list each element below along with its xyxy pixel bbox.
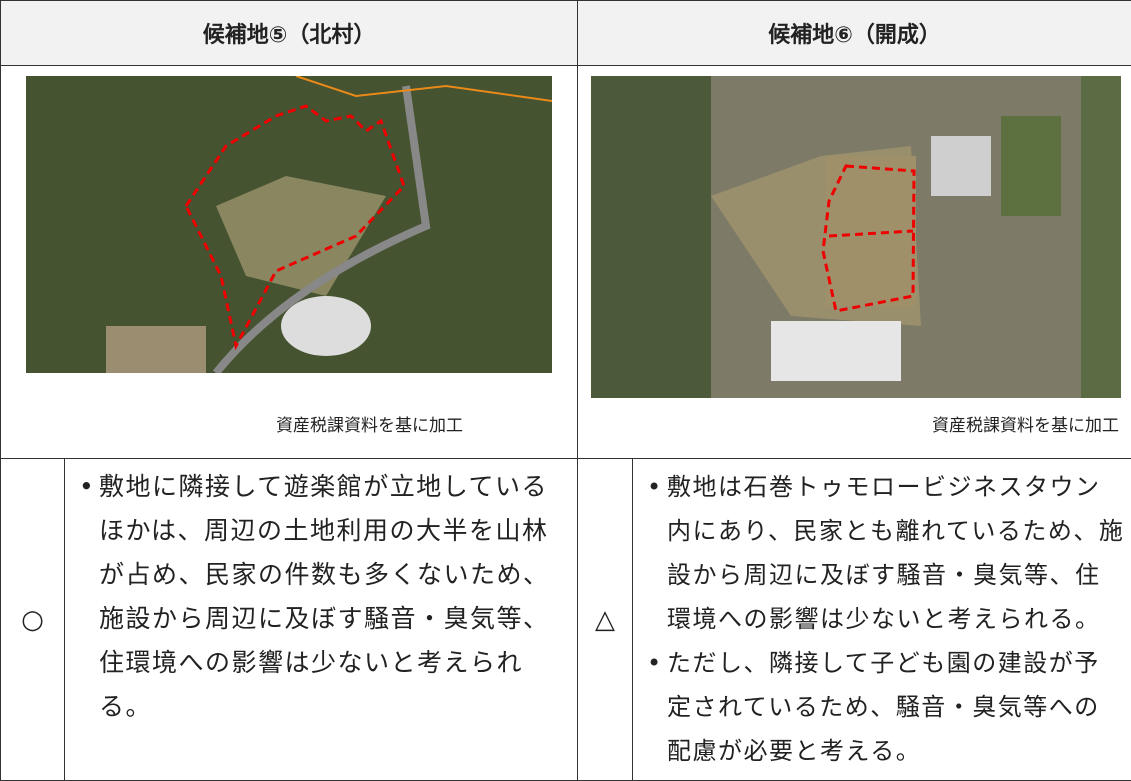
aerial-photo [26, 76, 552, 373]
aerial-photo [591, 76, 1122, 398]
bullet: 敷地に隣接して遊楽館が立地しているほかは、周辺の土地利用の大半を山林が占め、民家… [79, 465, 571, 729]
bullet: 敷地は石巻トゥモロービジネスタウン内にあり、民家とも離れているため、施設から周辺… [647, 465, 1125, 641]
caption: 資産税課資料を基に加工 [276, 416, 463, 436]
rating: △ [577, 458, 634, 781]
rating: ○ [0, 458, 65, 781]
caption: 資産税課資料を基に加工 [932, 416, 1120, 436]
header-cell: 候補地⑤（北村） [0, 0, 579, 66]
evaluation-text: 敷地に隣接して遊楽館が立地しているほかは、周辺の土地利用の大半を山林が占め、民家… [63, 458, 579, 781]
bullet-list: 敷地は石巻トゥモロービジネスタウン内にあり、民家とも離れているため、施設から周辺… [647, 465, 1125, 773]
evaluation-text: 敷地は石巻トゥモロービジネスタウン内にあり、民家とも離れているため、施設から周辺… [632, 458, 1131, 781]
bullet: ただし、隣接して子ども園の建設が予定されているため、騒音・臭気等への配慮が必要と… [647, 641, 1125, 773]
image-cell: 資産税課資料を基に加工 [577, 65, 1131, 459]
bullet-list: 敷地に隣接して遊楽館が立地しているほかは、周辺の土地利用の大半を山林が占め、民家… [79, 465, 571, 729]
header-cell: 候補地⑥（開成） [577, 0, 1131, 66]
image-cell: 資産税課資料を基に加工 [0, 65, 579, 459]
